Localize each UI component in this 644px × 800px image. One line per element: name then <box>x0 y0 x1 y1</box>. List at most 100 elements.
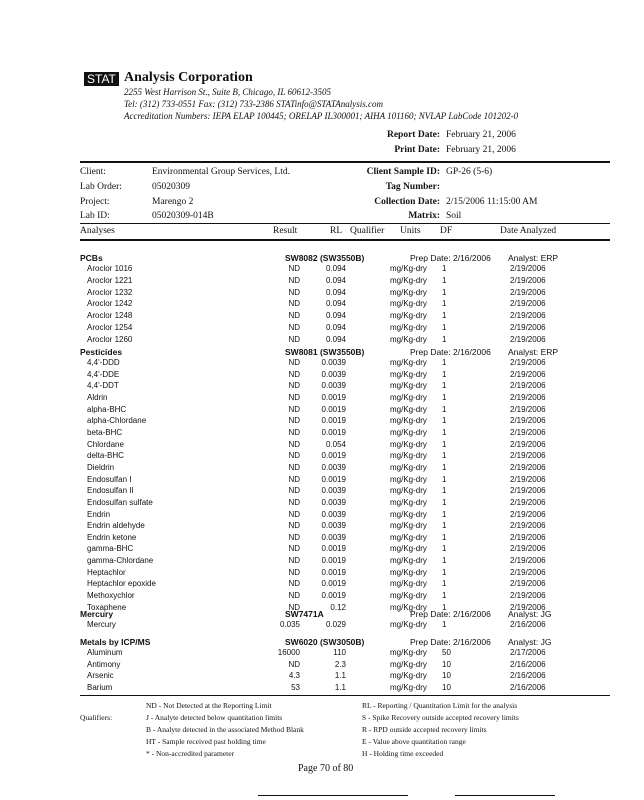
units-value: mg/Kg-dry <box>390 556 427 565</box>
analyte-name: 4,4'-DDD <box>87 358 120 367</box>
date-analyzed: 2/19/2006 <box>510 544 546 554</box>
result-value: ND <box>288 474 300 484</box>
section-name: Pesticides <box>80 347 123 357</box>
units-value: mg/Kg-dry <box>390 369 427 379</box>
project-value: Marengo 2 <box>152 197 194 207</box>
df-value: 1 <box>442 404 447 414</box>
result-value: ND <box>288 287 300 297</box>
units-value: mg/Kg-dry <box>390 358 427 367</box>
analyte-name: alpha-BHC <box>87 404 127 414</box>
df-value: 1 <box>442 544 447 554</box>
accreditation-numbers: Accreditation Numbers: IEPA ELAP 100445;… <box>124 111 519 121</box>
units-value: mg/Kg-dry <box>390 381 427 391</box>
rl-value: 2.3 <box>334 659 346 669</box>
col-analyses: Analyses <box>80 226 115 236</box>
report-date-label: Report Date: <box>386 130 440 140</box>
analyte-name: Endosulfan I <box>87 474 132 484</box>
col-date-analyzed: Date Analyzed <box>500 226 557 236</box>
date-analyzed: 2/19/2006 <box>510 416 546 426</box>
units-value: mg/Kg-dry <box>390 602 427 612</box>
result-value: ND <box>288 404 300 414</box>
rl-value: 0.094 <box>325 287 346 297</box>
rl-value: 0.0039 <box>321 532 346 542</box>
df-value: 1 <box>442 579 447 589</box>
analyte-name: Chlordane <box>87 439 124 449</box>
date-analyzed: 2/19/2006 <box>510 532 546 542</box>
result-value: ND <box>288 567 300 577</box>
date-analyzed: 2/19/2006 <box>510 358 546 367</box>
result-value: ND <box>288 439 300 449</box>
result-value: ND <box>288 521 300 531</box>
units-value: mg/Kg-dry <box>390 264 427 273</box>
rl-value: 0.094 <box>325 311 346 321</box>
units-value: mg/Kg-dry <box>390 404 427 414</box>
qualifier-definition: R - RPD outside accepted recovery limits <box>362 725 487 734</box>
units-value: mg/Kg-dry <box>390 427 427 437</box>
units-value: mg/Kg-dry <box>390 671 427 681</box>
page-number: Page 70 of 80 <box>298 763 354 774</box>
lab-id-value: 05020309-014B <box>152 211 214 221</box>
rl-value: 0.0019 <box>321 567 346 577</box>
rl-value: 0.0019 <box>321 474 346 484</box>
result-value: 53 <box>291 683 300 693</box>
analyte-name: 4,4'-DDT <box>87 381 119 391</box>
date-analyzed: 2/19/2006 <box>510 474 546 484</box>
matrix-value: Soil <box>446 211 462 221</box>
analyte-name: gamma-Chlordane <box>87 556 154 565</box>
units-value: mg/Kg-dry <box>390 392 427 402</box>
lab-id-label: Lab ID: <box>80 211 110 221</box>
rl-value: 1.1 <box>334 683 346 693</box>
rl-value: 0.0019 <box>321 544 346 554</box>
rl-value: 0.0039 <box>321 486 346 496</box>
section-name: Metals by ICP/MS <box>80 637 151 647</box>
section-prep-date: Prep Date: 2/16/2006 <box>410 253 491 263</box>
analyte-name: Aroclor 1016 <box>87 264 133 273</box>
rl-value: 0.0039 <box>321 381 346 391</box>
section-analyst: Analyst: ERP <box>508 347 559 357</box>
df-value: 10 <box>442 671 451 681</box>
units-value: mg/Kg-dry <box>390 648 427 657</box>
result-value: 0.035 <box>279 620 300 629</box>
df-value: 1 <box>442 620 447 629</box>
rl-value: 0.0019 <box>321 392 346 402</box>
rl-value: 0.0039 <box>321 521 346 531</box>
result-value: ND <box>288 532 300 542</box>
analyte-name: Heptachlor epoxide <box>87 579 156 589</box>
result-value: ND <box>288 486 300 496</box>
date-analyzed: 2/19/2006 <box>510 602 546 612</box>
analyte-name: Aroclor 1232 <box>87 287 133 297</box>
analyte-name: Dieldrin <box>87 462 115 472</box>
result-value: ND <box>288 311 300 321</box>
analyte-name: Endrin aldehyde <box>87 521 145 531</box>
result-value: ND <box>288 275 300 285</box>
units-value: mg/Kg-dry <box>390 474 427 484</box>
units-value: mg/Kg-dry <box>390 579 427 589</box>
col-qualifier: Qualifier <box>350 226 385 236</box>
date-analyzed: 2/19/2006 <box>510 439 546 449</box>
result-value: ND <box>288 369 300 379</box>
date-analyzed: 2/16/2006 <box>510 683 546 693</box>
df-value: 1 <box>442 369 447 379</box>
company-contact: Tel: (312) 733-0551 Fax: (312) 733-2386 … <box>124 99 384 109</box>
date-analyzed: 2/19/2006 <box>510 311 546 321</box>
result-value: ND <box>288 451 300 461</box>
analyte-name: alpha-Chlordane <box>87 416 147 426</box>
divider <box>258 795 408 796</box>
qualifier-definition: * - Non-accredited parameter <box>146 749 235 758</box>
result-value: ND <box>288 591 300 600</box>
result-value: ND <box>288 358 300 367</box>
section-name: PCBs <box>80 253 103 263</box>
qualifier-definition: HT - Sample received past holding time <box>146 737 266 746</box>
date-analyzed: 2/19/2006 <box>510 392 546 402</box>
rl-value: 0.094 <box>325 264 346 273</box>
col-df: DF <box>440 226 453 236</box>
divider <box>80 695 610 696</box>
df-value: 1 <box>442 334 447 344</box>
result-value: ND <box>288 323 300 332</box>
date-analyzed: 2/16/2006 <box>510 671 546 681</box>
result-value: ND <box>288 556 300 565</box>
result-value: ND <box>288 579 300 589</box>
df-value: 1 <box>442 416 447 426</box>
result-value: ND <box>288 544 300 554</box>
date-analyzed: 2/19/2006 <box>510 275 546 285</box>
